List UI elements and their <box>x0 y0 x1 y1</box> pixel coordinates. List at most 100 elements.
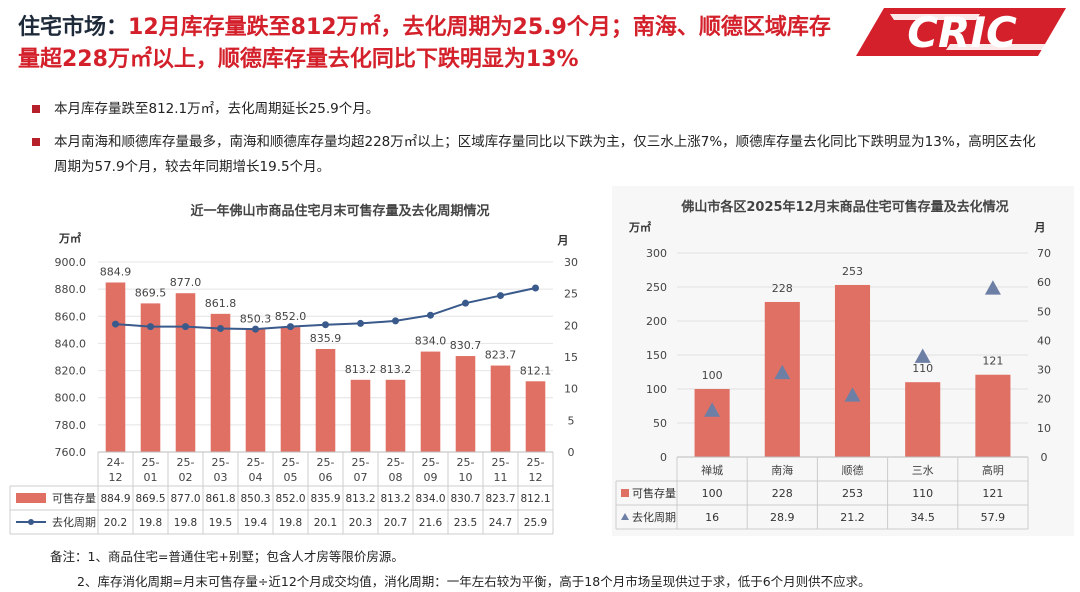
y2-tick-label: 0 <box>1041 451 1048 464</box>
x-tick-label: 08 <box>389 471 403 484</box>
y2-tick-label: 60 <box>1037 276 1051 289</box>
table-cell: 121 <box>982 487 1003 500</box>
x-tick-label: 25- <box>282 456 300 469</box>
x-tick-label: 三水 <box>912 464 934 477</box>
legend-label: 可售存量 <box>632 486 676 500</box>
table-cell: 852.0 <box>275 493 305 505</box>
table-cell: 20.3 <box>349 517 372 529</box>
legend-bar-swatch <box>621 489 629 497</box>
y-tick-label: 820.0 <box>55 365 87 378</box>
bar-data-label: 813.2 <box>345 363 377 376</box>
y-tick-label: 860.0 <box>55 310 87 323</box>
y-axis-unit: 万㎡ <box>58 231 81 245</box>
x-tick-label: 03 <box>214 471 228 484</box>
x-tick-label: 25- <box>457 456 475 469</box>
y-tick-label: 250 <box>646 281 667 294</box>
table-cell: 823.7 <box>485 493 515 505</box>
bar-data-label: 884.9 <box>100 265 132 278</box>
table-cell: 100 <box>702 487 723 500</box>
cycle-triangle-marker <box>984 280 1001 295</box>
bullet-marker <box>32 138 40 146</box>
x-tick-label: 25- <box>212 456 230 469</box>
table-cell: 253 <box>842 487 863 500</box>
cycle-point <box>182 323 189 331</box>
legend-line-marker <box>28 519 34 525</box>
table-cell: 228 <box>772 487 793 500</box>
table-cell: 24.7 <box>489 517 512 529</box>
table-cell: 19.4 <box>244 517 268 529</box>
y2-tick-label: 30 <box>564 256 578 269</box>
table-cell: 25.9 <box>524 517 547 529</box>
table-cell: 20.1 <box>314 517 337 529</box>
table-cell: 57.9 <box>981 511 1006 524</box>
y-tick-label: 900.0 <box>55 256 87 269</box>
bullet-item: 本月南海和顺德库存量最多，南海和顺德库存量均超228万㎡以上；区域库存量同比以下… <box>32 130 1042 182</box>
y2-tick-label: 5 <box>568 414 575 427</box>
x-tick-label: 25- <box>247 456 265 469</box>
x-tick-label: 高明 <box>982 463 1004 477</box>
x-tick-label: 10 <box>459 471 473 484</box>
table-cell: 830.7 <box>450 493 480 505</box>
table-cell: 834.0 <box>415 493 445 505</box>
footnote: 备注：1、商品住宅=普通住宅+别墅；包含人才房等限价房源。 <box>50 549 404 564</box>
x-tick-label: 11 <box>494 471 508 484</box>
bar-data-label: 100 <box>702 369 723 382</box>
table-cell: 21.2 <box>840 511 865 524</box>
table-cell: 19.5 <box>209 517 232 529</box>
bar-data-label: 823.7 <box>485 349 517 362</box>
x-tick-label: 25- <box>142 456 160 469</box>
x-tick-label: 25- <box>492 456 510 469</box>
legend-label: 可售存量 <box>52 491 96 505</box>
cycle-point <box>357 319 364 327</box>
legend-label: 去化周期 <box>52 515 96 529</box>
y2-tick-label: 25 <box>564 288 578 301</box>
y2-tick-label: 10 <box>564 383 578 396</box>
cycle-triangle-marker <box>774 364 791 380</box>
table-cell: 16 <box>705 511 719 524</box>
x-tick-label: 25- <box>422 456 440 469</box>
legend-bar-swatch <box>16 493 46 503</box>
table-cell: 110 <box>912 487 933 500</box>
y-tick-label: 840.0 <box>55 337 87 350</box>
x-tick-label: 25- <box>387 456 405 469</box>
district-inventory-bar <box>694 389 730 457</box>
y-tick-label: 300 <box>646 247 667 260</box>
cycle-point <box>217 325 224 332</box>
y2-tick-label: 70 <box>1037 247 1051 260</box>
bar-data-label: 253 <box>842 265 863 278</box>
y2-axis-unit: 月 <box>1034 221 1046 234</box>
table-cell: 23.5 <box>454 517 477 529</box>
bar-data-label: 813.2 <box>380 363 412 376</box>
cycle-point <box>462 299 469 307</box>
y-tick-label: 0 <box>660 451 667 464</box>
cycle-point <box>427 311 434 319</box>
district-inventory-bar <box>834 284 871 457</box>
x-tick-label: 06 <box>319 471 333 484</box>
cycle-point <box>112 320 119 328</box>
footnote: 2、库存消化周期=月末可售存量÷近12个月成交均值，消化周期：一年左右较为平衡，… <box>77 574 871 589</box>
table-cell: 19.8 <box>279 517 302 529</box>
y-tick-label: 150 <box>646 349 667 362</box>
table-cell: 861.8 <box>205 493 235 505</box>
y2-tick-label: 50 <box>1037 305 1051 318</box>
cycle-triangle-marker <box>704 402 721 417</box>
legend-label: 去化周期 <box>632 510 676 524</box>
cric-logo: CRIC <box>856 8 1066 57</box>
table-cell: 884.9 <box>100 493 130 505</box>
cycle-point <box>497 292 504 300</box>
table-cell: 28.9 <box>770 511 795 524</box>
inventory-bar <box>210 313 231 452</box>
inventory-bar <box>420 351 441 452</box>
bar-data-label: 121 <box>982 355 1003 368</box>
bar-data-label: 835.9 <box>310 332 342 345</box>
table-cell: 877.0 <box>170 493 200 505</box>
table-cell: 813.2 <box>345 493 375 505</box>
y-tick-label: 800.0 <box>55 392 87 405</box>
x-tick-label: 24- <box>107 456 125 469</box>
y2-tick-label: 10 <box>1037 422 1051 435</box>
x-tick-label: 25- <box>317 456 335 469</box>
district-chart-title: 佛山市各区2025年12月末商品住宅可售存量及去化情况 <box>681 200 1009 215</box>
bullet-text: 本月南海和顺德库存量最多，南海和顺德库存量均超228万㎡以上；区域库存量同比以下… <box>54 134 1036 175</box>
bullet-text: 本月库存量跌至812.1万㎡，去化周期延长25.9个月。 <box>54 101 380 117</box>
y-tick-label: 780.0 <box>55 419 87 432</box>
